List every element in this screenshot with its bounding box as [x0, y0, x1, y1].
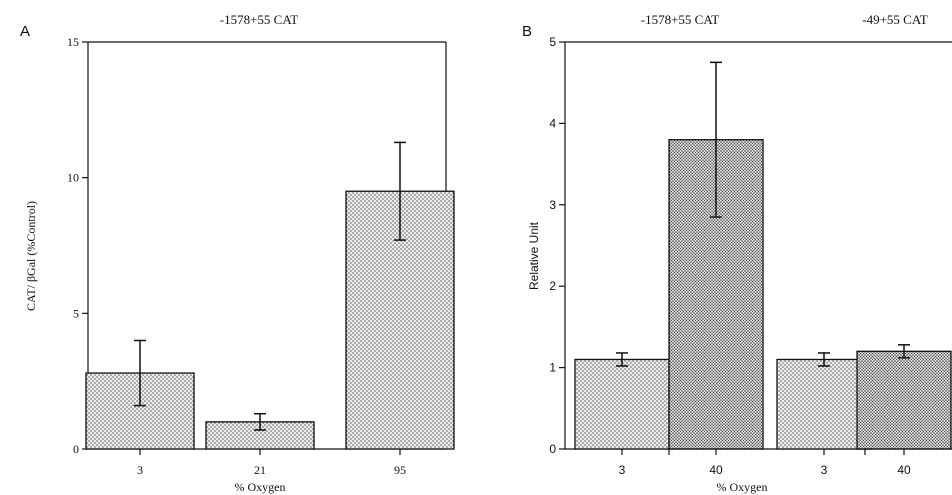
panel-b-title-right: -49+55 CAT — [862, 12, 928, 27]
panel-b-y-tick-label: 2 — [549, 279, 556, 293]
panel-b-plot: 0 1 2 3 4 5 3 40 3 40 — [549, 35, 952, 477]
panel-a-x-axis-label: % Oxygen — [235, 480, 286, 494]
panel-a-x-tick-label: 95 — [394, 463, 406, 477]
panel-a-x-tick-label: 21 — [254, 463, 266, 477]
panel-a-y-tick-label: 10 — [67, 171, 79, 185]
panel-b-x-tick-label: 40 — [897, 463, 911, 477]
panel-b-x-tick-label: 40 — [709, 463, 723, 477]
panel-b-x-axis-label: % Oxygen — [717, 480, 768, 494]
panel-a-y-axis-label: CAT/ βGal (%Control) — [24, 201, 38, 311]
panel-a-letter: A — [20, 23, 30, 40]
panel-a-title: -1578+55 CAT — [220, 12, 299, 27]
panel-b-y-axis-label: Relative Unit — [527, 221, 541, 290]
panel-b-x-tick-label: 3 — [821, 463, 828, 477]
panel-a-y-tick-label: 5 — [73, 306, 79, 320]
panel-b-bar — [776, 358, 872, 450]
panel-b-y-tick-label: 1 — [549, 361, 556, 375]
panel-b-y-tick-label: 4 — [549, 116, 556, 130]
panel-b-bar — [856, 350, 952, 450]
panel-b-x-tick-label: 3 — [619, 463, 626, 477]
panel-b-y-tick-label: 0 — [549, 442, 556, 456]
panel-b-title-left: -1578+55 CAT — [641, 12, 720, 27]
panel-b-letter: B — [522, 23, 532, 40]
panel-a-y-tick-label: 15 — [67, 35, 79, 49]
panel-a-x-tick-label: 3 — [137, 463, 143, 477]
panel-b-y-tick-label: 3 — [549, 198, 556, 212]
panel-b-y-tick-label: 5 — [549, 35, 556, 49]
panel-a-plot: 0 5 10 15 3 21 95 — [67, 35, 455, 477]
panel-b-bar — [574, 358, 670, 450]
panel-a-y-tick-label: 0 — [73, 442, 79, 456]
